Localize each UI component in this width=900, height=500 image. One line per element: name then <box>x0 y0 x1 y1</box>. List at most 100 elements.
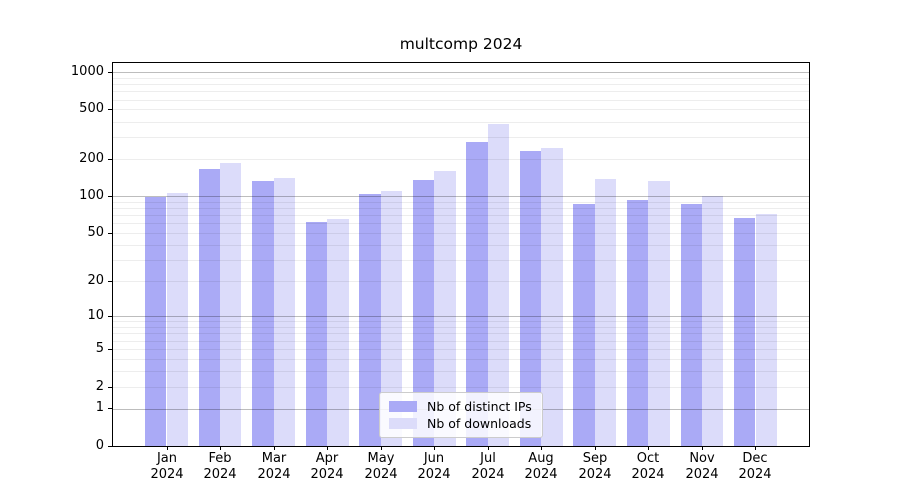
gridline-minor <box>113 333 809 335</box>
y-tick-label: 10 <box>87 308 104 323</box>
y-tick-label: 1000 <box>70 64 104 79</box>
gridline-major <box>113 196 809 198</box>
gridline-minor <box>113 244 809 246</box>
x-tick-label-feb: Feb 2024 <box>188 451 252 482</box>
gridline-minor <box>113 281 809 283</box>
x-tick-label-aug: Aug 2024 <box>509 451 573 482</box>
x-tick-year: 2024 <box>738 466 772 482</box>
legend-swatch-distinct-ips <box>389 401 417 412</box>
gridline-minor <box>113 386 809 388</box>
y-tick-mark <box>108 196 112 197</box>
gridline-minor <box>113 84 809 85</box>
gridline-major <box>113 316 809 318</box>
bar-may-distinct-ips <box>359 194 381 446</box>
legend: Nb of distinct IPs Nb of downloads <box>379 392 543 438</box>
gridline-minor <box>113 260 809 262</box>
gridline-minor <box>113 201 809 203</box>
bar-jun-distinct-ips <box>412 179 435 446</box>
x-tick-label-nov: Nov 2024 <box>670 451 734 482</box>
x-tick-month: Jul <box>480 451 496 466</box>
gridline-minor <box>113 349 809 350</box>
y-tick-label: 20 <box>87 273 104 288</box>
bar-apr-downloads <box>327 219 349 446</box>
x-tick-year: 2024 <box>471 466 505 482</box>
chart-title: multcomp 2024 <box>399 35 523 53</box>
y-tick-mark <box>108 349 112 350</box>
x-tick-mark <box>434 446 435 450</box>
x-tick-year: 2024 <box>364 466 398 482</box>
x-tick-month: Apr <box>315 451 339 466</box>
x-tick-year: 2024 <box>257 466 291 482</box>
x-tick-year: 2024 <box>685 466 719 482</box>
legend-row-distinct-ips: Nb of distinct IPs <box>389 398 533 415</box>
x-tick-label-sep: Sep 2024 <box>563 451 627 482</box>
plot-area <box>112 62 810 447</box>
bar-nov-distinct-ips <box>680 203 702 446</box>
bar-dec-distinct-ips <box>734 217 756 446</box>
gridline-minor <box>113 99 809 101</box>
gridline-minor <box>113 327 809 328</box>
gridline-minor <box>113 109 809 111</box>
gridline-minor <box>113 158 809 160</box>
y-tick-mark <box>108 159 112 160</box>
gridline-minor <box>113 370 809 372</box>
legend-row-downloads: Nb of downloads <box>389 415 533 432</box>
gridline-minor <box>113 358 809 360</box>
y-tick-label: 0 <box>95 438 104 453</box>
bar-apr-distinct-ips <box>305 221 328 446</box>
x-tick-month: Jan <box>156 451 178 466</box>
gridline-minor <box>113 208 809 210</box>
gridline-minor <box>113 121 809 123</box>
x-tick-month: Aug <box>528 451 554 466</box>
y-tick-label: 200 <box>79 151 104 166</box>
bar-feb-downloads <box>220 163 242 446</box>
y-tick-label: 50 <box>87 225 104 240</box>
gridline-minor <box>113 321 809 323</box>
y-tick-mark <box>108 281 112 282</box>
x-tick-label-dec: Dec 2024 <box>723 451 787 482</box>
x-tick-month: Nov <box>689 451 715 466</box>
y-tick-label: 500 <box>79 101 104 116</box>
x-tick-year: 2024 <box>524 466 558 482</box>
legend-label-distinct-ips: Nb of distinct IPs <box>427 399 532 414</box>
bar-jun-downloads <box>434 170 456 446</box>
x-tick-month: Feb <box>208 451 232 466</box>
bar-feb-distinct-ips <box>198 168 221 446</box>
x-tick-month: Oct <box>636 451 660 466</box>
y-tick-mark <box>108 72 112 73</box>
y-tick-label: 1 <box>95 400 104 415</box>
x-tick-mark <box>274 446 275 450</box>
gridline-minor <box>113 91 809 93</box>
x-tick-label-jul: Jul 2024 <box>456 451 520 482</box>
bar-jul-distinct-ips <box>466 141 488 446</box>
bar-dec-downloads <box>755 213 777 446</box>
gridline-minor <box>113 223 809 225</box>
legend-label-downloads: Nb of downloads <box>427 416 532 431</box>
y-tick-label: 2 <box>95 379 104 394</box>
gridline-minor <box>113 137 809 138</box>
x-tick-year: 2024 <box>150 466 184 482</box>
x-tick-year: 2024 <box>203 466 237 482</box>
bar-aug-downloads <box>541 147 563 446</box>
x-tick-label-may: May 2024 <box>349 451 413 482</box>
x-tick-mark <box>648 446 649 450</box>
x-tick-month: Mar <box>261 451 287 466</box>
y-tick-mark <box>108 109 112 110</box>
x-tick-label-oct: Oct 2024 <box>616 451 680 482</box>
x-tick-year: 2024 <box>417 466 451 482</box>
bar-mar-downloads <box>273 178 295 446</box>
y-tick-label: 100 <box>79 188 104 203</box>
x-tick-year: 2024 <box>578 466 612 482</box>
y-tick-mark <box>108 233 112 234</box>
x-tick-month: Jun <box>423 451 445 466</box>
bar-oct-downloads <box>648 181 670 446</box>
x-tick-label-jun: Jun 2024 <box>402 451 466 482</box>
x-tick-month: Sep <box>582 451 608 466</box>
x-tick-year: 2024 <box>310 466 344 482</box>
bar-aug-distinct-ips <box>519 150 542 446</box>
x-tick-mark <box>595 446 596 450</box>
bar-oct-distinct-ips <box>627 200 649 446</box>
x-tick-mark <box>381 446 382 450</box>
x-tick-mark <box>755 446 756 450</box>
